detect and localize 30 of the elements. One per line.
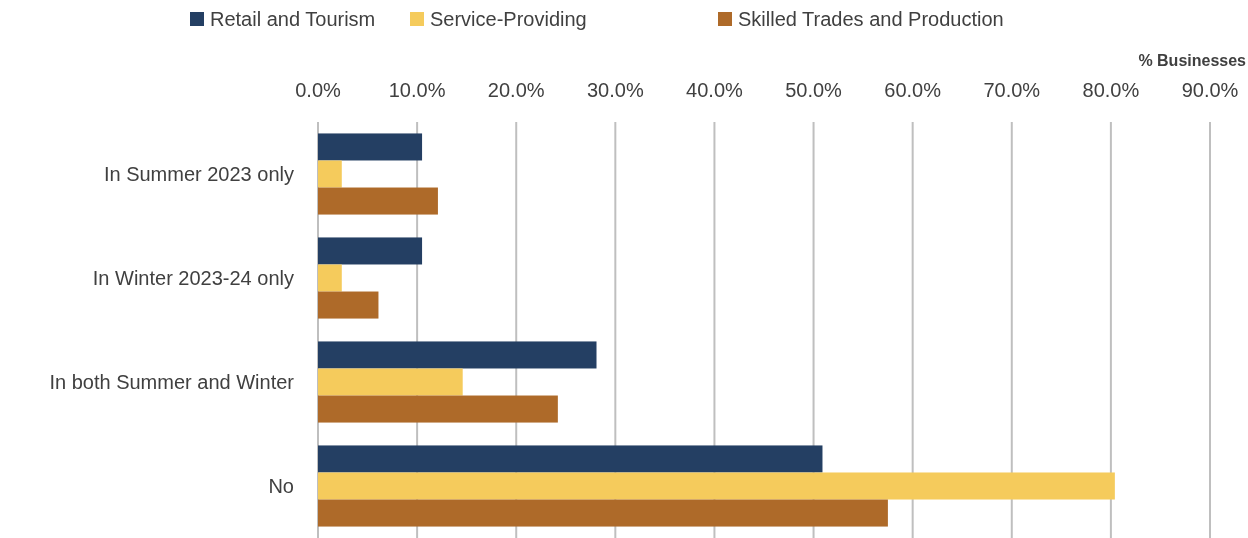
x-tick-label: 0.0% bbox=[295, 79, 342, 101]
x-tick-label: 60.0% bbox=[884, 79, 942, 101]
bar bbox=[318, 160, 342, 188]
bar bbox=[318, 472, 1115, 500]
bar bbox=[318, 499, 888, 527]
y-tick-label: In both Summer and Winter bbox=[49, 371, 295, 393]
bar bbox=[318, 291, 379, 319]
x-tick-label: 30.0% bbox=[586, 79, 644, 101]
y-tick-label: In Summer 2023 only bbox=[103, 163, 294, 185]
x-tick-label: 50.0% bbox=[785, 79, 843, 101]
bar bbox=[318, 395, 558, 423]
x-axis-title: % Businesses bbox=[1138, 52, 1247, 69]
x-tick-label: 90.0% bbox=[1181, 79, 1239, 101]
bar bbox=[318, 133, 423, 161]
bar bbox=[318, 341, 597, 369]
bar bbox=[318, 237, 423, 265]
x-tick-label: 80.0% bbox=[1082, 79, 1140, 101]
x-tick-label: 40.0% bbox=[686, 79, 744, 101]
bar bbox=[318, 445, 823, 473]
y-tick-label: No bbox=[268, 475, 294, 497]
legend-label: Retail and Tourism bbox=[210, 8, 376, 30]
bar bbox=[318, 368, 463, 396]
x-tick-label: 20.0% bbox=[487, 79, 545, 101]
x-tick-label: 70.0% bbox=[983, 79, 1041, 101]
bar bbox=[318, 187, 438, 215]
legend-label: Skilled Trades and Production bbox=[738, 8, 1004, 30]
bar bbox=[318, 264, 342, 292]
y-tick-label: In Winter 2023-24 only bbox=[92, 267, 294, 289]
legend-label: Service-Providing bbox=[430, 8, 587, 30]
x-tick-label: 10.0% bbox=[388, 79, 446, 101]
